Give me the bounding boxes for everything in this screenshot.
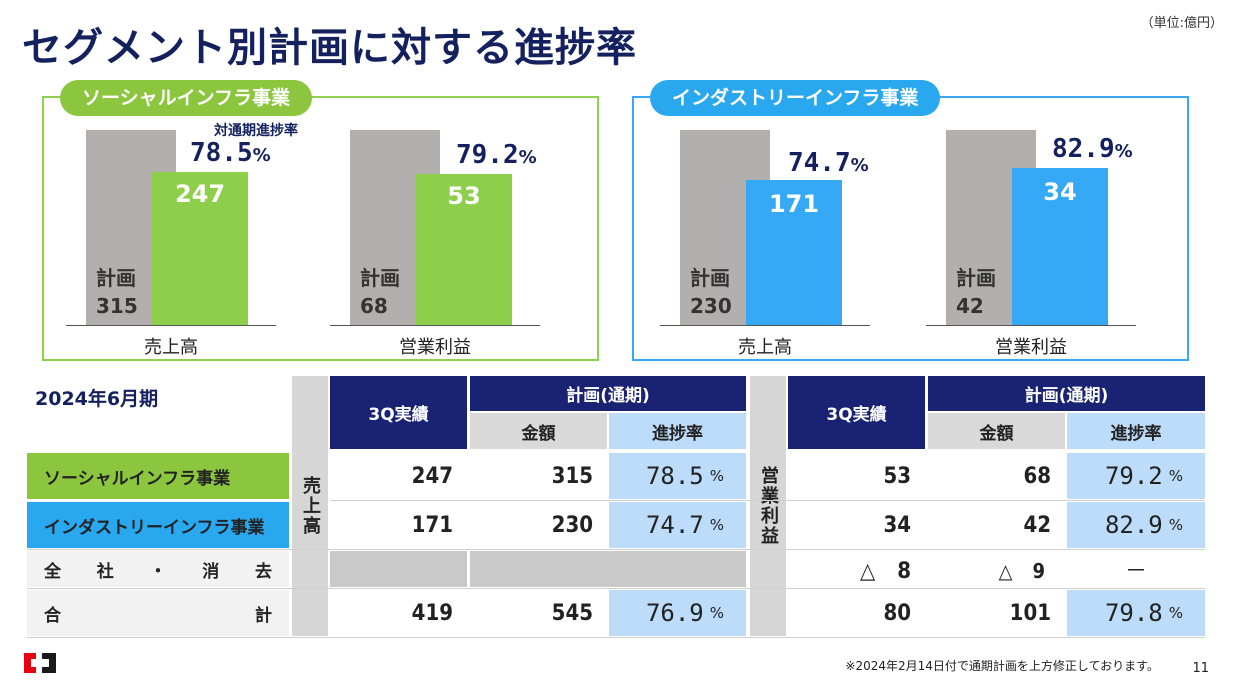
category-label: 営業利益 (399, 337, 471, 358)
table-pct-cell: 78.5% (609, 453, 746, 499)
category-label: 売上高 (738, 337, 792, 358)
social-infra-label: ソーシャルインフラ事業 (60, 80, 313, 116)
row-separator (330, 500, 1205, 501)
industry-profit-chart: 82.9% 34 計画 42 営業利益 (926, 98, 1136, 361)
social-profit-chart: 79.2% 53 計画 68 営業利益 (330, 98, 540, 361)
sales-plan-header: 計画(通期) (470, 376, 746, 411)
baseline (330, 325, 540, 326)
table-cell: 247 (411, 463, 453, 489)
company-logo-icon (24, 653, 56, 673)
plan-text: 計画 42 (956, 266, 996, 318)
actual-value: 171 (768, 190, 820, 218)
industry-infra-panel: インダストリーインフラ事業 74.7% 171 計画 230 売上高 82.9% … (632, 80, 1189, 361)
unit-note: （単位:億円） (1140, 16, 1223, 31)
social-infra-panel: ソーシャルインフラ事業 対通期進捗率 78.5% 247 計画 315 売上高 7… (42, 80, 599, 361)
baseline (926, 325, 1136, 326)
page-title: セグメント別計画に対する進捗率 (22, 25, 637, 71)
plan-text: 計画 315 (96, 266, 138, 318)
row-separator (27, 588, 1205, 589)
table-cell: 230 (551, 512, 593, 538)
row-separator (27, 637, 1205, 638)
profit-group-label: 営業利益 (750, 376, 786, 636)
table-cell: △ 9 (998, 558, 1045, 583)
baseline (660, 325, 870, 326)
table-cell: 34 (883, 512, 911, 538)
plan-text: 計画 230 (690, 266, 732, 318)
table-cell: 171 (411, 512, 453, 538)
table-cell: 80 (883, 600, 911, 626)
actual-bar (746, 180, 842, 325)
page-number: 11 (1192, 661, 1209, 676)
table-cell: 419 (411, 600, 453, 626)
actual-value: 247 (174, 180, 226, 208)
table-cell: 53 (883, 463, 911, 489)
actual-bar (152, 172, 248, 325)
plan-text: 計画 68 (360, 266, 400, 318)
progress-label: 対通期進捗率 (214, 123, 298, 139)
progress-pct: 74.7% (788, 148, 869, 178)
row-label-industry: インダストリーインフラ事業 (27, 502, 289, 548)
period-label: 2024年6月期 (35, 388, 159, 410)
table-pct-cell: 76.9% (609, 590, 746, 636)
footnote: ※2024年2月14日付で通期計画を上方修正しております。 (845, 659, 1159, 673)
profit-amount-header: 金額 (928, 413, 1065, 449)
table-cell: 545 (551, 600, 593, 626)
actual-value: 34 (1043, 178, 1077, 206)
table-cell: 101 (1009, 600, 1051, 626)
actual-bar (416, 174, 512, 325)
progress-pct: 79.2% (456, 140, 537, 170)
row-label-social: ソーシャルインフラ事業 (27, 453, 289, 499)
industry-sales-chart: 74.7% 171 計画 230 売上高 (660, 98, 870, 361)
category-label: 営業利益 (995, 337, 1067, 358)
industry-infra-label: インダストリーインフラ事業 (650, 80, 941, 116)
row-label-elimination: 全社・消去 (27, 551, 289, 587)
actual-value: 53 (447, 182, 481, 210)
social-sales-chart: 対通期進捗率 78.5% 247 計画 315 売上高 (66, 98, 298, 361)
sales-rate-header: 進捗率 (609, 413, 746, 449)
sales-amount-header: 金額 (470, 413, 607, 449)
table-pct-cell: 79.2% (1067, 453, 1205, 499)
sales-actual-header: 3Q実績 (330, 376, 467, 449)
row-label-total: 合計 (27, 590, 289, 636)
progress-pct: 82.9% (1052, 134, 1133, 164)
actual-bar (1012, 168, 1108, 325)
table-cell: － (1124, 559, 1147, 584)
category-label: 売上高 (144, 337, 198, 358)
table-pct-cell: 79.8% (1067, 590, 1205, 636)
table-cell: △ 8 (860, 559, 911, 584)
sales-group-label: 売上高 (292, 376, 328, 636)
empty-cell (470, 551, 746, 587)
empty-cell (330, 551, 467, 587)
profit-plan-header: 計画(通期) (928, 376, 1205, 411)
table-cell: 68 (1023, 463, 1051, 489)
profit-rate-header: 進捗率 (1067, 413, 1205, 449)
table-pct-cell: 74.7% (609, 502, 746, 548)
table-cell: 315 (551, 463, 593, 489)
row-separator (27, 549, 1205, 550)
profit-actual-header: 3Q実績 (788, 376, 925, 449)
table-pct-cell: 82.9% (1067, 502, 1205, 548)
table-cell: 42 (1023, 512, 1051, 538)
baseline (66, 325, 276, 326)
progress-pct: 78.5% (190, 138, 271, 168)
